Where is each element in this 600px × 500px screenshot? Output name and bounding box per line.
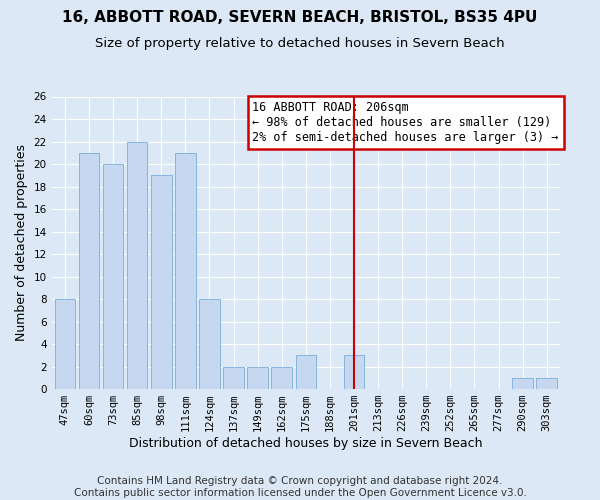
Bar	[344, 356, 364, 389]
Bar	[55, 299, 75, 389]
Bar	[103, 164, 124, 389]
Bar	[175, 153, 196, 389]
Bar	[247, 366, 268, 389]
Bar	[199, 299, 220, 389]
Bar	[271, 366, 292, 389]
Bar	[512, 378, 533, 389]
Bar	[151, 176, 172, 389]
X-axis label: Distribution of detached houses by size in Severn Beach: Distribution of detached houses by size …	[129, 437, 482, 450]
Bar	[79, 153, 99, 389]
Bar	[127, 142, 148, 389]
Y-axis label: Number of detached properties: Number of detached properties	[15, 144, 28, 342]
Text: 16 ABBOTT ROAD: 206sqm
← 98% of detached houses are smaller (129)
2% of semi-det: 16 ABBOTT ROAD: 206sqm ← 98% of detached…	[253, 101, 559, 144]
Bar	[296, 356, 316, 389]
Bar	[536, 378, 557, 389]
Text: 16, ABBOTT ROAD, SEVERN BEACH, BRISTOL, BS35 4PU: 16, ABBOTT ROAD, SEVERN BEACH, BRISTOL, …	[62, 10, 538, 25]
Text: Size of property relative to detached houses in Severn Beach: Size of property relative to detached ho…	[95, 38, 505, 51]
Text: Contains HM Land Registry data © Crown copyright and database right 2024.
Contai: Contains HM Land Registry data © Crown c…	[74, 476, 526, 498]
Bar	[223, 366, 244, 389]
